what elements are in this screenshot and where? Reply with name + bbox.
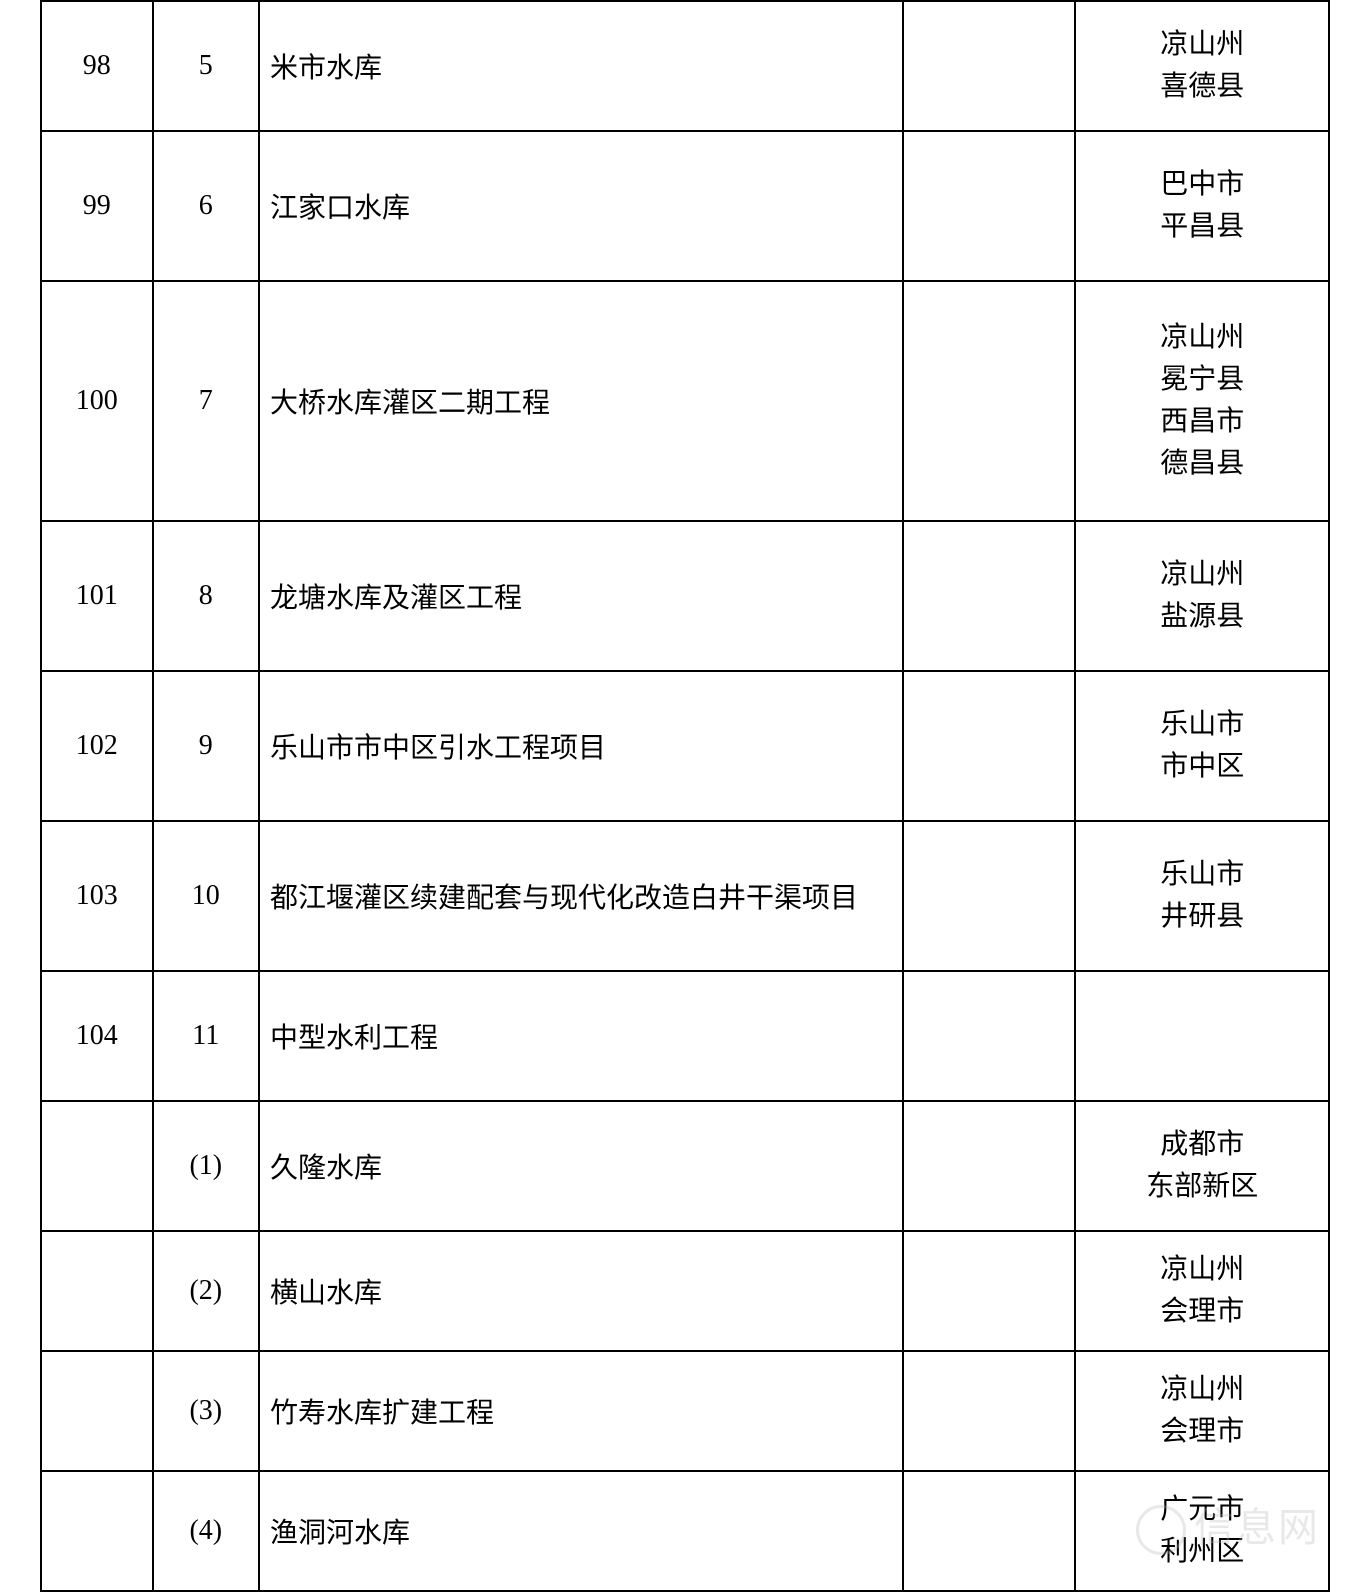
cell-name: 乐山市市中区引水工程项目 bbox=[259, 671, 903, 821]
table-row: (2) 横山水库 凉山州会理市 bbox=[41, 1231, 1329, 1351]
cell-seq: 104 bbox=[41, 971, 153, 1101]
cell-location bbox=[1075, 971, 1329, 1101]
cell-num: 7 bbox=[153, 281, 259, 521]
cell-seq: 103 bbox=[41, 821, 153, 971]
cell-seq: 99 bbox=[41, 131, 153, 281]
cell-num: 11 bbox=[153, 971, 259, 1101]
table-row: (4) 渔洞河水库 广元市利州区 bbox=[41, 1471, 1329, 1591]
cell-name: 渔洞河水库 bbox=[259, 1471, 903, 1591]
cell-blank bbox=[903, 1101, 1075, 1231]
cell-blank bbox=[903, 281, 1075, 521]
cell-location: 乐山市市中区 bbox=[1075, 671, 1329, 821]
table-row: 101 8 龙塘水库及灌区工程 凉山州盐源县 bbox=[41, 521, 1329, 671]
cell-name: 都江堰灌区续建配套与现代化改造白井干渠项目 bbox=[259, 821, 903, 971]
cell-blank bbox=[903, 1231, 1075, 1351]
table-row: 104 11 中型水利工程 bbox=[41, 971, 1329, 1101]
table-row: 103 10 都江堰灌区续建配套与现代化改造白井干渠项目 乐山市井研县 bbox=[41, 821, 1329, 971]
cell-blank bbox=[903, 131, 1075, 281]
cell-num: 9 bbox=[153, 671, 259, 821]
cell-name: 竹寿水库扩建工程 bbox=[259, 1351, 903, 1471]
table-row: (3) 竹寿水库扩建工程 凉山州会理市 bbox=[41, 1351, 1329, 1471]
table-row: (1) 久隆水库 成都市东部新区 bbox=[41, 1101, 1329, 1231]
cell-location: 凉山州会理市 bbox=[1075, 1231, 1329, 1351]
cell-num: 6 bbox=[153, 131, 259, 281]
table-row: 100 7 大桥水库灌区二期工程 凉山州冕宁县西昌市德昌县 bbox=[41, 281, 1329, 521]
cell-num: 8 bbox=[153, 521, 259, 671]
cell-blank bbox=[903, 521, 1075, 671]
cell-location: 凉山州会理市 bbox=[1075, 1351, 1329, 1471]
cell-name: 横山水库 bbox=[259, 1231, 903, 1351]
cell-seq: 98 bbox=[41, 1, 153, 131]
cell-location: 成都市东部新区 bbox=[1075, 1101, 1329, 1231]
cell-seq: 100 bbox=[41, 281, 153, 521]
project-table: 98 5 米市水库 凉山州喜德县 99 6 江家口水库 巴中市平昌县 100 7… bbox=[40, 0, 1330, 1592]
cell-num: 5 bbox=[153, 1, 259, 131]
cell-name: 大桥水库灌区二期工程 bbox=[259, 281, 903, 521]
cell-location: 乐山市井研县 bbox=[1075, 821, 1329, 971]
cell-location: 巴中市平昌县 bbox=[1075, 131, 1329, 281]
table-container: 98 5 米市水库 凉山州喜德县 99 6 江家口水库 巴中市平昌县 100 7… bbox=[0, 0, 1370, 1592]
cell-location: 凉山州喜德县 bbox=[1075, 1, 1329, 131]
cell-seq bbox=[41, 1471, 153, 1591]
cell-blank bbox=[903, 1, 1075, 131]
cell-location: 广元市利州区 bbox=[1075, 1471, 1329, 1591]
cell-num: (4) bbox=[153, 1471, 259, 1591]
cell-seq: 102 bbox=[41, 671, 153, 821]
cell-name: 江家口水库 bbox=[259, 131, 903, 281]
cell-blank bbox=[903, 671, 1075, 821]
cell-name: 米市水库 bbox=[259, 1, 903, 131]
cell-seq bbox=[41, 1101, 153, 1231]
cell-num: 10 bbox=[153, 821, 259, 971]
cell-num: (1) bbox=[153, 1101, 259, 1231]
cell-seq: 101 bbox=[41, 521, 153, 671]
table-row: 102 9 乐山市市中区引水工程项目 乐山市市中区 bbox=[41, 671, 1329, 821]
cell-seq bbox=[41, 1351, 153, 1471]
cell-num: (3) bbox=[153, 1351, 259, 1471]
table-body: 98 5 米市水库 凉山州喜德县 99 6 江家口水库 巴中市平昌县 100 7… bbox=[41, 1, 1329, 1591]
cell-name: 中型水利工程 bbox=[259, 971, 903, 1101]
cell-location: 凉山州盐源县 bbox=[1075, 521, 1329, 671]
cell-blank bbox=[903, 971, 1075, 1101]
table-row: 98 5 米市水库 凉山州喜德县 bbox=[41, 1, 1329, 131]
cell-blank bbox=[903, 1351, 1075, 1471]
cell-seq bbox=[41, 1231, 153, 1351]
table-row: 99 6 江家口水库 巴中市平昌县 bbox=[41, 131, 1329, 281]
cell-num: (2) bbox=[153, 1231, 259, 1351]
cell-blank bbox=[903, 1471, 1075, 1591]
cell-name: 龙塘水库及灌区工程 bbox=[259, 521, 903, 671]
cell-blank bbox=[903, 821, 1075, 971]
cell-name: 久隆水库 bbox=[259, 1101, 903, 1231]
cell-location: 凉山州冕宁县西昌市德昌县 bbox=[1075, 281, 1329, 521]
